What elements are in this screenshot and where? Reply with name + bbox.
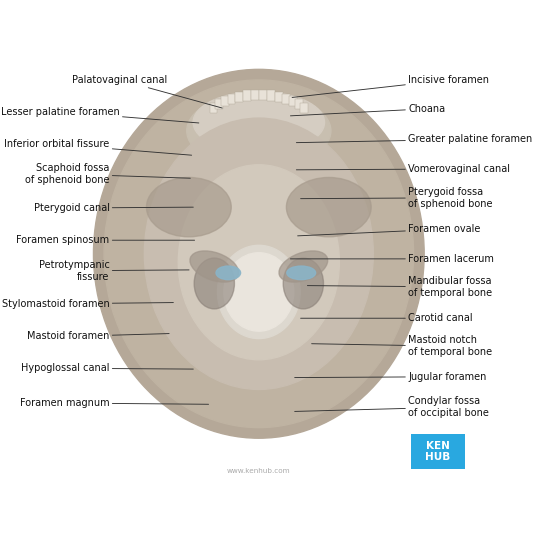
Ellipse shape [217,245,300,338]
FancyBboxPatch shape [235,92,243,102]
Ellipse shape [279,251,328,282]
FancyBboxPatch shape [251,90,259,100]
Text: Petrotympanic
fissure: Petrotympanic fissure [39,260,189,281]
Text: Condylar fossa
of occipital bone: Condylar fossa of occipital bone [295,397,489,418]
Text: Stylomastoid foramen: Stylomastoid foramen [2,299,173,309]
Ellipse shape [216,266,240,280]
Ellipse shape [144,118,373,390]
Ellipse shape [286,177,371,237]
Text: Pterygoid fossa
of sphenoid bone: Pterygoid fossa of sphenoid bone [301,187,492,208]
Text: Carotid canal: Carotid canal [301,313,473,323]
FancyBboxPatch shape [295,99,303,109]
Text: KEN
HUB: KEN HUB [425,441,450,463]
Ellipse shape [287,266,316,280]
FancyBboxPatch shape [243,91,251,101]
FancyBboxPatch shape [215,99,223,109]
Ellipse shape [187,93,331,169]
Text: Pterygoid canal: Pterygoid canal [34,203,193,213]
Text: Choana: Choana [290,104,445,116]
Text: Palatovaginal canal: Palatovaginal canal [72,75,222,108]
Text: Foramen magnum: Foramen magnum [20,398,208,408]
Text: Mandibular fossa
of temporal bone: Mandibular fossa of temporal bone [308,276,492,297]
Text: Inferior orbital fissure: Inferior orbital fissure [4,140,191,155]
Ellipse shape [283,258,324,309]
Ellipse shape [190,251,239,282]
FancyBboxPatch shape [267,91,274,101]
Text: Jugular foramen: Jugular foramen [295,372,487,382]
Ellipse shape [104,80,414,427]
Ellipse shape [224,253,294,331]
FancyBboxPatch shape [259,90,266,100]
Text: Scaphoid fossa
of sphenoid bone: Scaphoid fossa of sphenoid bone [25,163,190,185]
Text: Incisive foramen: Incisive foramen [292,75,489,98]
Text: Mastoid foramen: Mastoid foramen [27,332,169,342]
Ellipse shape [147,177,231,237]
Text: Foramen spinosum: Foramen spinosum [17,235,195,245]
Ellipse shape [93,69,424,438]
Text: Greater palatine foramen: Greater palatine foramen [296,134,532,144]
FancyBboxPatch shape [221,96,229,107]
Text: Lesser palatine foramen: Lesser palatine foramen [1,107,199,123]
Text: Mastoid notch
of temporal bone: Mastoid notch of temporal bone [312,335,492,357]
Ellipse shape [194,258,235,309]
FancyBboxPatch shape [228,94,236,104]
FancyBboxPatch shape [282,94,290,104]
FancyBboxPatch shape [300,103,308,113]
Ellipse shape [193,92,325,153]
Text: Foramen lacerum: Foramen lacerum [290,254,494,264]
Ellipse shape [178,165,340,360]
FancyBboxPatch shape [210,103,217,113]
FancyBboxPatch shape [289,96,297,107]
FancyBboxPatch shape [275,92,282,102]
Text: Hypoglossal canal: Hypoglossal canal [21,364,193,373]
FancyBboxPatch shape [410,434,465,469]
Text: Foramen ovale: Foramen ovale [297,224,480,236]
Text: Vomerovaginal canal: Vomerovaginal canal [296,164,510,174]
Text: www.kenhub.com: www.kenhub.com [227,469,290,474]
